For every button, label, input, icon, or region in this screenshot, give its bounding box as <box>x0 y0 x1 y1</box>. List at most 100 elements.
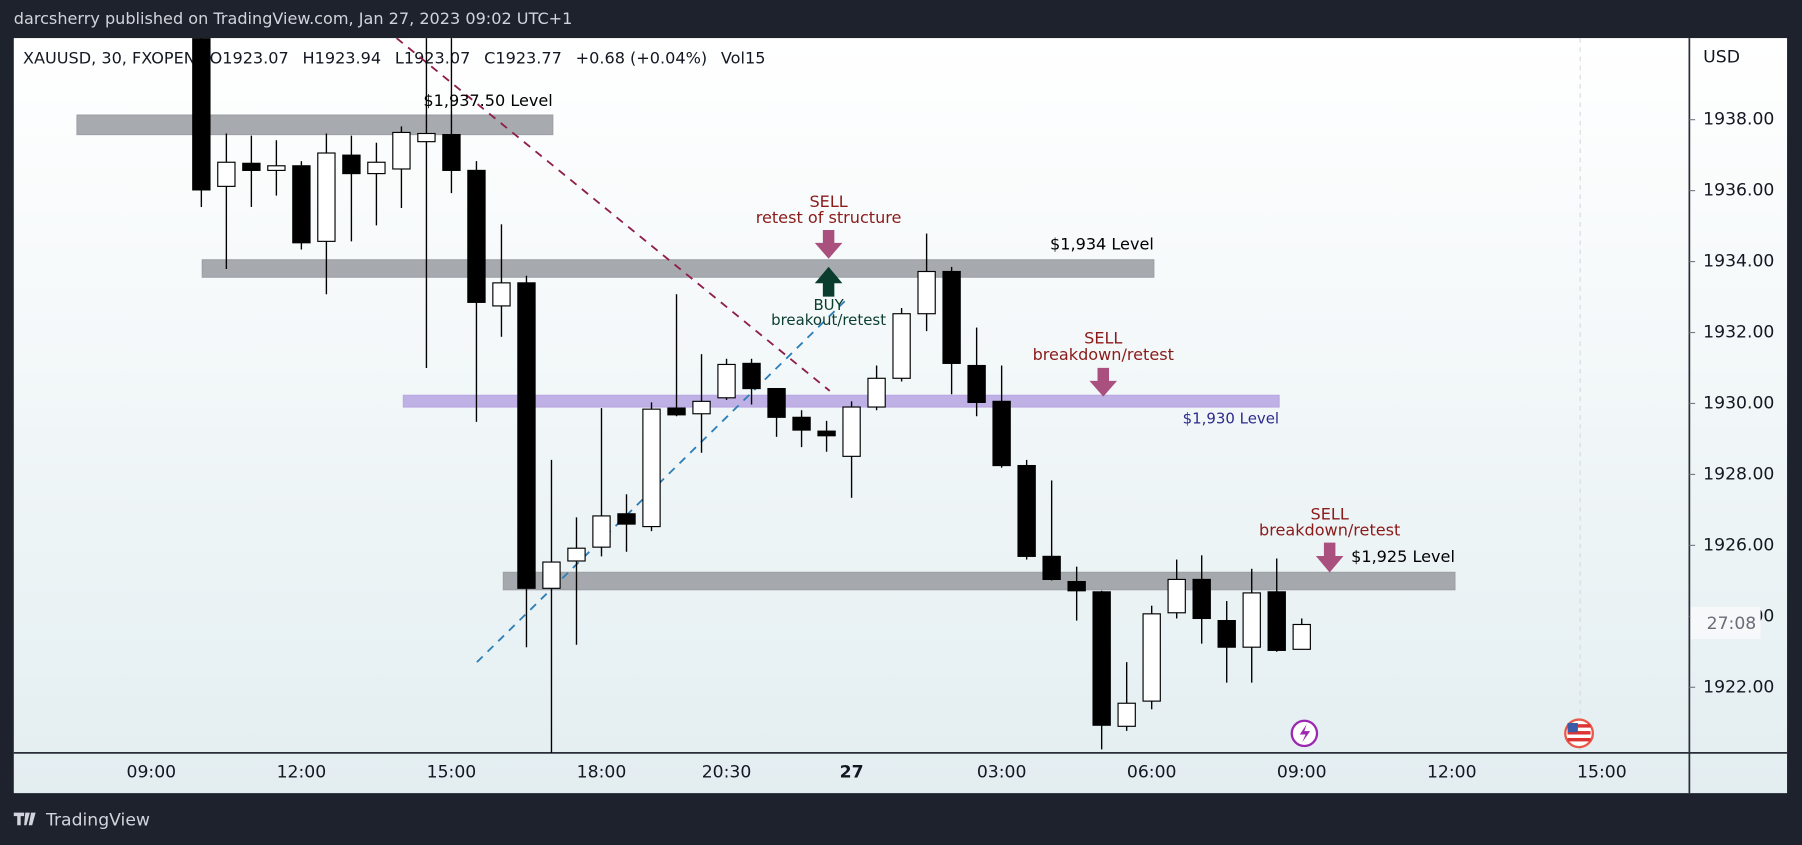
event-icon <box>1290 719 1319 748</box>
candle-body <box>992 400 1011 467</box>
candle-body <box>867 377 886 408</box>
candle-body <box>1067 580 1086 592</box>
candle-body <box>517 282 536 589</box>
level-zone <box>76 114 554 136</box>
candle-body <box>817 430 836 437</box>
currency: USD <box>1703 48 1740 68</box>
y-tick-label: 1938.00 <box>1703 110 1774 130</box>
countdown: 27:08 <box>1707 614 1757 634</box>
candle-body <box>217 161 236 187</box>
candle-body <box>1267 591 1286 651</box>
y-tick-label: 1932.00 <box>1703 323 1774 343</box>
candle-body <box>617 513 636 525</box>
candle-body <box>692 400 711 415</box>
y-tick-label: 1926.00 <box>1703 535 1774 555</box>
candle-body <box>367 161 386 175</box>
brand-name: TradingView <box>45 811 150 831</box>
signal-detail: breakout/retest <box>771 311 886 329</box>
candle-body <box>1092 591 1111 726</box>
x-tick-label: 12:00 <box>1427 762 1477 782</box>
signal-label: SELL <box>1084 329 1122 348</box>
countdown-box <box>1690 606 1761 640</box>
y-tick-label: 1934.00 <box>1703 252 1774 272</box>
signal-label: BUY <box>813 296 844 314</box>
x-tick-label: 20:30 <box>702 762 752 782</box>
candle-body <box>967 364 986 403</box>
trendline <box>395 38 831 392</box>
candle-body <box>417 132 436 143</box>
legend-value: O1923.07 <box>210 48 289 67</box>
signal-arrow <box>814 266 843 297</box>
chart-area <box>13 38 1788 794</box>
x-tick-label: 03:00 <box>977 762 1027 782</box>
x-tick-label: 27 <box>840 762 864 782</box>
x-tick-label: 09:00 <box>127 762 177 782</box>
candle-body <box>1167 578 1186 614</box>
candle-body <box>1217 620 1236 648</box>
candle-body <box>1292 623 1311 650</box>
publisher: darcsherry published on TradingView.com,… <box>14 9 573 28</box>
level-label: $1,934 Level <box>1050 234 1154 253</box>
candle-body <box>442 133 461 171</box>
candle-body <box>717 363 736 399</box>
x-tick-label: 06:00 <box>1127 762 1177 782</box>
candle-body <box>292 165 311 244</box>
candle-body <box>1117 702 1136 727</box>
signal-arrow <box>814 230 843 259</box>
candle-body <box>767 388 786 418</box>
y-tick-label: 1928.00 <box>1703 464 1774 484</box>
candle-body <box>667 407 686 416</box>
brand-logo <box>13 812 36 826</box>
candle-body <box>1142 613 1161 702</box>
y-tick-label: 1930.00 <box>1703 393 1774 413</box>
x-tick-label: 15:00 <box>1577 762 1627 782</box>
candle-body <box>192 38 211 191</box>
signal-detail: retest of structure <box>756 208 902 227</box>
signal-arrow <box>1089 367 1118 397</box>
candle-body <box>917 270 936 315</box>
candle-body <box>392 131 411 170</box>
level-zone <box>502 571 1456 591</box>
legend-value: C1923.77 <box>484 48 562 67</box>
candle-body <box>467 169 486 303</box>
x-tick-label: 18:00 <box>577 762 627 782</box>
y-tick-label: 1936.00 <box>1703 181 1774 201</box>
country-flag-icon <box>1564 718 1594 749</box>
candle-body <box>942 270 961 364</box>
candle-body <box>792 416 811 431</box>
candle-body <box>317 152 336 242</box>
candle-body <box>342 154 361 175</box>
candle-body <box>542 561 561 589</box>
candle-body <box>1242 592 1261 648</box>
trendline <box>476 300 846 663</box>
signal-label: SELL <box>809 192 847 211</box>
level-label: $1,937.50 Level <box>423 91 552 110</box>
legend-value: Vol15 <box>721 48 766 67</box>
y-tick-label: 1922.00 <box>1703 677 1774 697</box>
signal-detail: breakdown/retest <box>1259 521 1400 540</box>
signal-label: SELL <box>1311 505 1349 524</box>
signal-arrow <box>1315 542 1344 573</box>
candle-body <box>267 165 286 171</box>
level-label: $1,925 Level <box>1351 547 1455 566</box>
candle-body <box>567 547 586 562</box>
legend-value: H1923.94 <box>303 48 382 67</box>
candle-body <box>492 282 511 307</box>
candle-body <box>892 313 911 379</box>
candle-body <box>742 362 761 390</box>
level-label: $1,930 Level <box>1183 410 1279 428</box>
level-zone <box>402 394 1280 408</box>
candle-body <box>642 408 661 528</box>
candle-body <box>1042 555 1061 581</box>
x-tick-label: 12:00 <box>277 762 327 782</box>
candle-body <box>1192 578 1211 620</box>
candle-body <box>242 162 261 171</box>
candle-body <box>1017 464 1036 557</box>
x-tick-label: 15:00 <box>427 762 477 782</box>
legend-value: +0.68 (+0.04%) <box>576 48 707 67</box>
legend-value: L1923.07 <box>395 48 470 67</box>
signal-detail: breakdown/retest <box>1033 345 1174 364</box>
x-tick-label: 09:00 <box>1277 762 1327 782</box>
candle-body <box>842 406 861 457</box>
